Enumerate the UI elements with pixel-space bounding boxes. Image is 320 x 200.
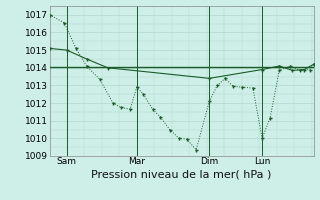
X-axis label: Pression niveau de la mer( hPa ): Pression niveau de la mer( hPa ) [92, 169, 272, 179]
